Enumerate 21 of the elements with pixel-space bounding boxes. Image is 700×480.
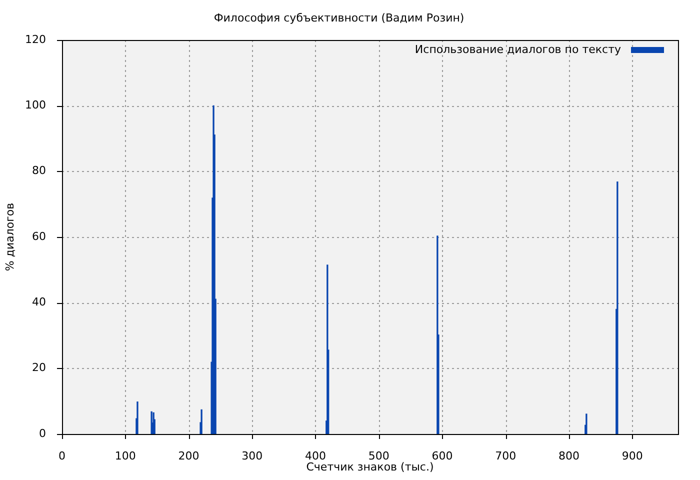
y-tick-label: 0 xyxy=(39,426,46,440)
x-tick-label: 900 xyxy=(622,449,643,462)
x-tick-label: 600 xyxy=(432,449,453,462)
x-tick-label: 700 xyxy=(495,449,516,462)
y-tick-label: 60 xyxy=(32,230,46,243)
x-tick-label: 400 xyxy=(305,449,326,462)
y-tick-label: 120 xyxy=(25,32,46,46)
x-tick-label: 300 xyxy=(242,449,263,462)
y-tick-label: 20 xyxy=(32,361,46,374)
legend-label: Использование диалогов по тексту xyxy=(414,42,622,56)
x-tick-label: 200 xyxy=(178,449,200,462)
x-tick-label: 0 xyxy=(58,449,66,462)
x-tick-label: 100 xyxy=(114,449,136,462)
x-tick-label: 800 xyxy=(558,449,580,462)
x-tick-label: 500 xyxy=(368,449,390,462)
x-axis-title: Счетчик знаков (тыс.) xyxy=(306,460,434,474)
y-tick-label: 100 xyxy=(25,98,46,112)
y-axis-title: % диалогов xyxy=(3,202,16,272)
y-tick-label: 40 xyxy=(32,296,46,309)
y-tick-label: 80 xyxy=(32,164,46,178)
chart-title: Философия субъективности (Вадим Розин) xyxy=(214,11,464,24)
